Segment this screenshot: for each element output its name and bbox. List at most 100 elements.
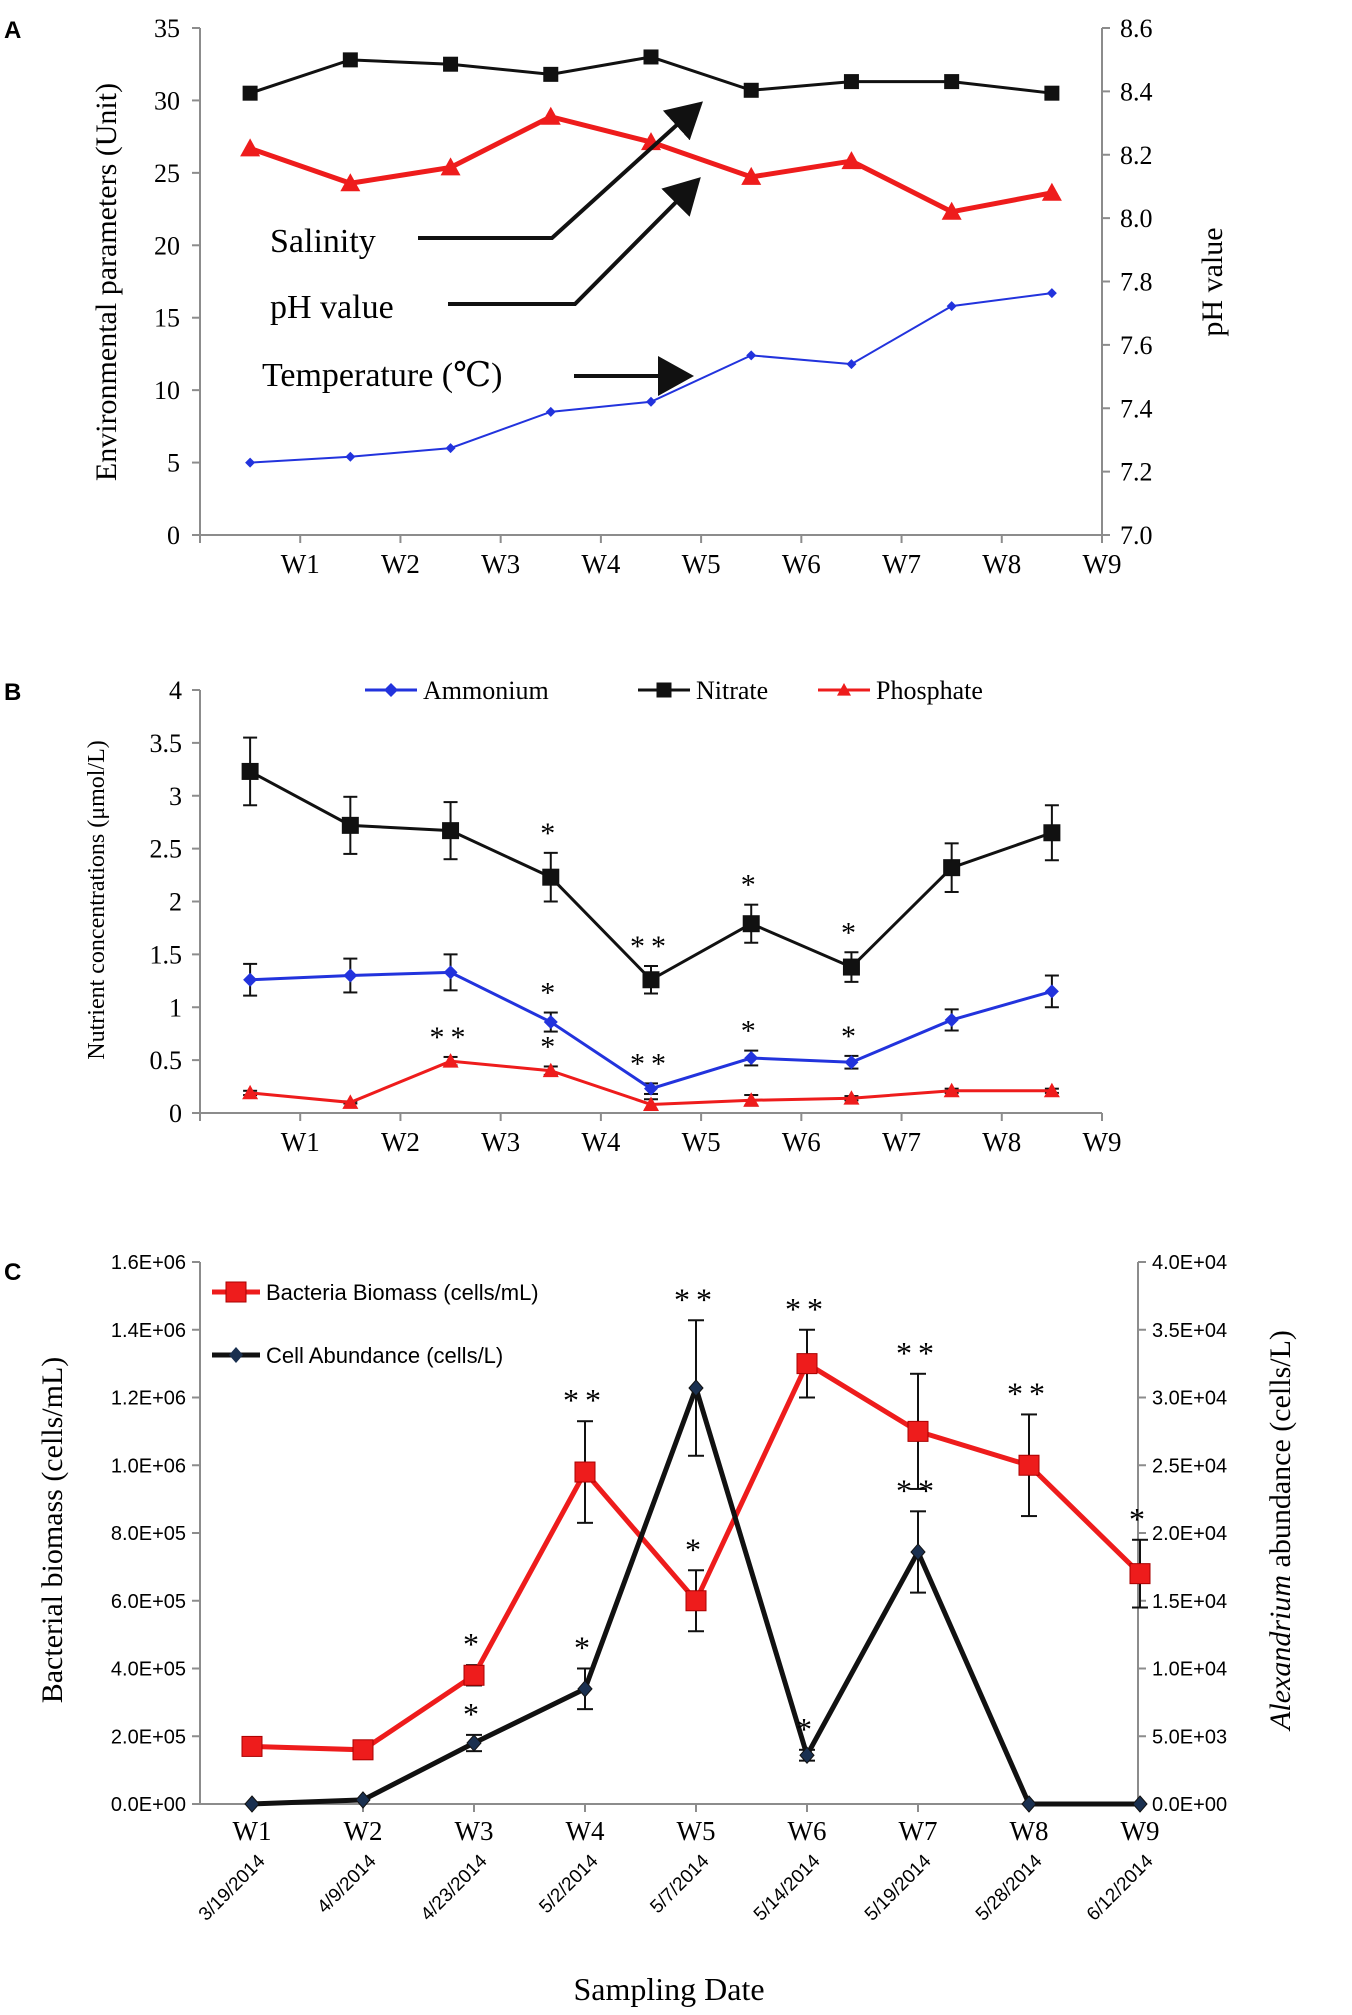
panel-b-ytick-label: 0.5 xyxy=(150,1046,183,1075)
panel-c-y2tick-label: 2.0E+04 xyxy=(1152,1523,1227,1545)
panel-c-y2-axis-label: Alexandrium abundance (cells/L) xyxy=(1264,1330,1297,1732)
point-nitrate xyxy=(642,971,660,989)
panel-c-ytick-label: 1.0E+06 xyxy=(111,1455,186,1477)
point-temperature xyxy=(545,406,556,417)
point-phosphate xyxy=(542,1062,559,1078)
significance-mark-ammonium: ** xyxy=(630,1047,672,1080)
panel-a-ytick-label: 30 xyxy=(154,86,180,115)
point-salinity xyxy=(944,74,960,90)
point-cell-abundance-cells-l xyxy=(466,1734,482,1752)
panel-c-date-label: 4/9/2014 xyxy=(313,1850,380,1917)
panel-b-ytick-label: 3.5 xyxy=(150,729,183,758)
panel-a-xtick-label: W6 xyxy=(782,549,821,579)
panel-a-y2tick-label: 8.0 xyxy=(1120,204,1153,233)
significance-mark-bacteria-biomass-cells-ml: ** xyxy=(1007,1375,1051,1411)
panel-c-date-label: 5/14/2014 xyxy=(750,1850,825,1925)
panel-c-ytick-label: 0.0E+00 xyxy=(111,1794,186,1816)
panel-a-y2tick-label: 7.0 xyxy=(1120,521,1153,550)
panel-a-xtick-label: W3 xyxy=(481,549,520,579)
legend-label-bacteria-biomass: Bacteria Biomass (cells/mL) xyxy=(266,1280,539,1305)
point-temperature xyxy=(445,443,456,454)
panel-c-y2tick-label: 3.0E+04 xyxy=(1152,1388,1227,1410)
point-salinity xyxy=(843,74,859,90)
panel-c-xtick-label: W4 xyxy=(566,1816,605,1846)
panel-c-xtick-label: W9 xyxy=(1121,1816,1160,1846)
point-ammonium xyxy=(644,1081,658,1096)
panel-b-xtick-label: W7 xyxy=(882,1127,921,1157)
panel-c-ytick-label: 1.2E+06 xyxy=(111,1388,186,1410)
significance-mark-phosphate: * xyxy=(540,1030,561,1063)
significance-mark-cell-abundance-cells-l: ** xyxy=(896,1472,940,1508)
point-ph-value xyxy=(540,106,561,125)
point-ammonium xyxy=(243,972,258,987)
significance-mark-bacteria-biomass-cells-ml: ** xyxy=(563,1382,607,1418)
panel-a-ytick-label: 15 xyxy=(154,304,180,333)
significance-mark-bacteria-biomass-cells-ml: ** xyxy=(896,1335,940,1371)
panel-b-y-axis-label: Nutrient concentrations (μmol/L) xyxy=(84,740,110,1059)
panel-c-date-label: 5/28/2014 xyxy=(972,1850,1047,1925)
legend-marker-nitrate xyxy=(656,682,672,698)
panel-b-ytick-label: 1 xyxy=(169,993,182,1022)
panel-c-y2tick-label: 0.0E+00 xyxy=(1152,1794,1227,1816)
point-bacteria-biomass-cells-ml xyxy=(1018,1454,1040,1476)
panel-b-xtick-label: W2 xyxy=(381,1127,420,1157)
panel-a-xtick-label: W7 xyxy=(882,549,921,579)
point-bacteria-biomass-cells-ml xyxy=(352,1739,374,1761)
point-ammonium xyxy=(443,965,458,980)
panel-a-xtick-label: W2 xyxy=(381,549,420,579)
point-ammonium xyxy=(343,968,358,983)
panel-c-ytick-label: 6.0E+05 xyxy=(111,1591,186,1613)
panel-c-ytick-label: 2.0E+05 xyxy=(111,1726,186,1748)
legend-marker-bacteria-biomass xyxy=(225,1281,247,1303)
point-nitrate xyxy=(842,958,860,976)
panel-c-y2tick-label: 2.5E+04 xyxy=(1152,1455,1227,1477)
panel-c-xtick-label: W2 xyxy=(344,1816,383,1846)
significance-mark-bacteria-biomass-cells-ml: * xyxy=(1129,1501,1151,1537)
point-temperature xyxy=(746,350,757,361)
panel-c-xtick-label: W6 xyxy=(788,1816,827,1846)
point-temperature xyxy=(946,301,957,312)
point-bacteria-biomass-cells-ml xyxy=(796,1353,818,1375)
point-temperature xyxy=(345,451,356,462)
point-cell-abundance-cells-l xyxy=(688,1379,704,1397)
significance-mark-ammonium: * xyxy=(540,977,561,1010)
point-ph-value xyxy=(440,157,461,176)
point-phosphate xyxy=(1043,1082,1060,1098)
panel-b-xtick-label: W8 xyxy=(982,1127,1021,1157)
point-salinity xyxy=(743,82,759,98)
legend-marker-ammonium xyxy=(384,683,398,697)
series-line-ph-value xyxy=(249,114,1053,215)
point-cell-abundance-cells-l xyxy=(1132,1795,1148,1813)
point-ph-value xyxy=(340,173,361,192)
point-nitrate xyxy=(542,868,560,886)
point-nitrate xyxy=(943,859,961,877)
point-salinity xyxy=(342,52,358,68)
point-ph-value xyxy=(741,166,762,185)
panel-c-ytick-label: 8.0E+05 xyxy=(111,1523,186,1545)
point-ph-value xyxy=(941,201,962,220)
panel-b-ytick-label: 2.5 xyxy=(150,835,183,864)
panel-c-xtick-label: W3 xyxy=(455,1816,494,1846)
panel-c-ytick-label: 1.4E+06 xyxy=(111,1320,186,1342)
panel-b-xtick-label: W9 xyxy=(1083,1127,1122,1157)
panel-a-y2-axis-label: pH value xyxy=(1196,227,1229,336)
panel-a-xtick-label: W9 xyxy=(1083,549,1122,579)
point-nitrate xyxy=(1043,824,1061,842)
legend-marker-cell-abundance xyxy=(229,1347,243,1363)
panel-a-xtick-label: W4 xyxy=(581,549,620,579)
significance-mark-bacteria-biomass-cells-ml: ** xyxy=(785,1291,829,1327)
panel-b-xtick-label: W6 xyxy=(782,1127,821,1157)
point-temperature xyxy=(846,359,857,370)
panel-c-ytick-label: 4.0E+05 xyxy=(111,1659,186,1681)
panel-a-y2tick-label: 8.6 xyxy=(1120,14,1153,43)
panel-c-y2tick-label: 4.0E+04 xyxy=(1152,1252,1227,1274)
significance-mark-cell-abundance-cells-l: ** xyxy=(674,1281,718,1317)
point-ammonium xyxy=(744,1051,759,1066)
point-phosphate xyxy=(242,1084,259,1100)
annotation-ph: pH value xyxy=(270,289,394,326)
point-bacteria-biomass-cells-ml xyxy=(1129,1563,1151,1585)
panel-b-ytick-label: 3 xyxy=(169,782,182,811)
point-ammonium xyxy=(543,1015,558,1030)
annotation-temperature: Temperature (℃) xyxy=(262,357,502,394)
